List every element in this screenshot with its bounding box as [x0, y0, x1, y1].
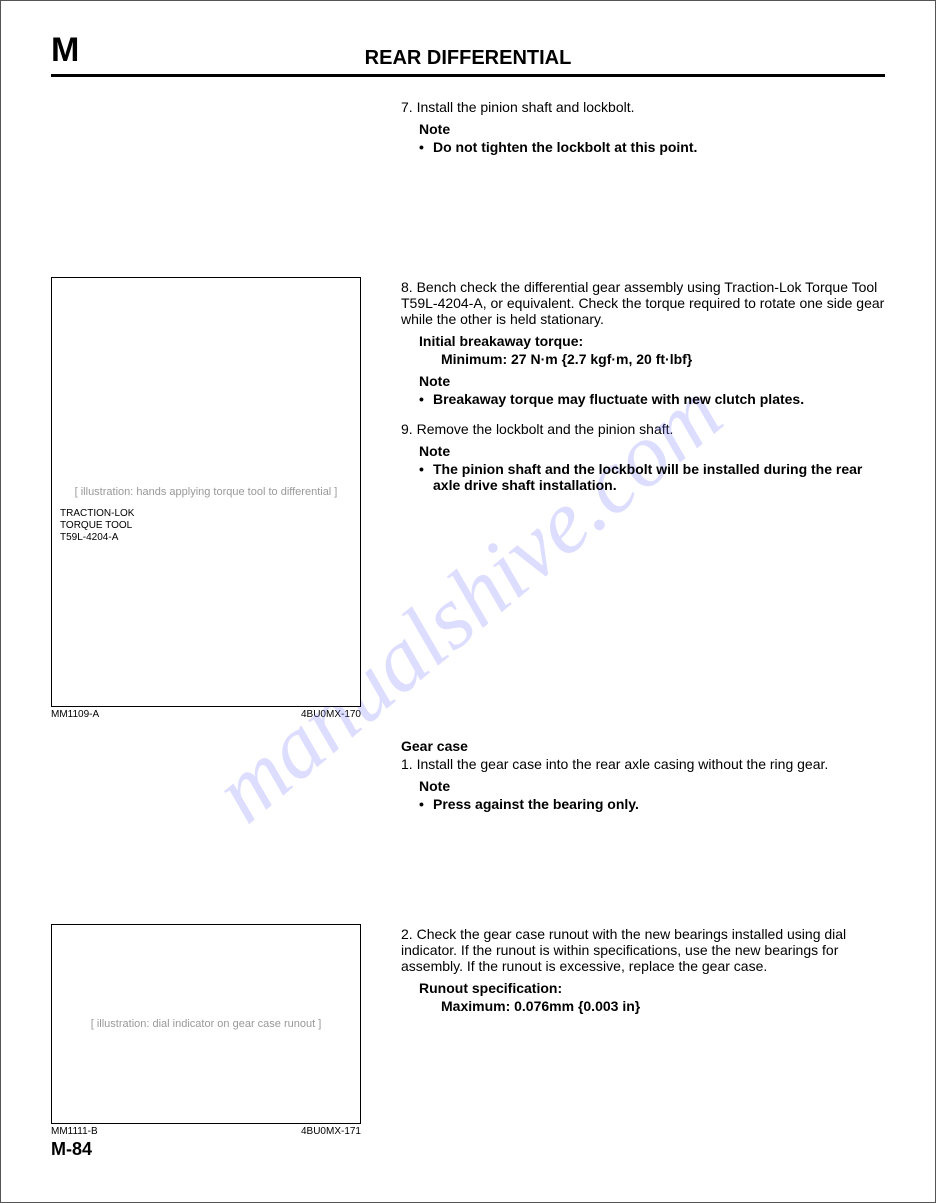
gearcase-step-1-num: 1. — [401, 756, 413, 772]
step-9-text: Remove the lockbolt and the pinion shaft… — [417, 421, 674, 437]
runout-spec-val: Maximum: 0.076mm {0.003 in} — [441, 998, 885, 1014]
step-8-text: Bench check the differential gear assemb… — [401, 279, 884, 327]
page-number: M-84 — [51, 1139, 381, 1160]
fig1-placeholder: [ illustration: hands applying torque to… — [75, 486, 338, 498]
step-7-note-head: Note — [419, 121, 885, 137]
runout-spec-head: Runout specification: — [419, 980, 885, 996]
step-7-num: 7. — [401, 99, 413, 115]
gearcase-step-1-text: Install the gear case into the rear axle… — [417, 756, 829, 772]
step-7: 7. Install the pinion shaft and lockbolt… — [401, 99, 885, 115]
fig1-caption: MM1109-A 4BU0MX-170 — [51, 709, 361, 720]
fig1-tool-label: TRACTION-LOK TORQUE TOOL T59L-4204-A — [60, 508, 150, 544]
step-8-spec-head: Initial breakaway torque: — [419, 333, 885, 349]
fig1-row: TRACTION-LOK TORQUE TOOL T59L-4204-A [ i… — [51, 277, 885, 720]
gearcase-step-1: 1. Install the gear case into the rear a… — [401, 756, 885, 772]
step-9-num: 9. — [401, 421, 413, 437]
gearcase-step-2: 2. Check the gear case runout with the n… — [401, 926, 885, 974]
step-9: 9. Remove the lockbolt and the pinion sh… — [401, 421, 885, 437]
step-8: 8. Bench check the differential gear ass… — [401, 279, 885, 327]
step-8-num: 8. — [401, 279, 413, 295]
fig1-caption-left: MM1109-A — [51, 709, 99, 720]
gearcase-note-head: Note — [419, 778, 885, 794]
fig1-caption-right: 4BU0MX-170 — [301, 709, 361, 720]
step-9-note-head: Note — [419, 443, 885, 459]
gearcase-row: Gear case 1. Install the gear case into … — [51, 730, 885, 814]
section-letter: M — [51, 31, 111, 70]
page-title: REAR DIFFERENTIAL — [111, 47, 885, 70]
gearcase-step-2-num: 2. — [401, 926, 413, 942]
step-9-note-bullet: The pinion shaft and the lockbolt will b… — [419, 461, 885, 493]
fig2-caption-left: MM1111-B — [51, 1126, 98, 1137]
step-7-text: Install the pinion shaft and lockbolt. — [417, 99, 635, 115]
page-header: M REAR DIFFERENTIAL — [51, 31, 885, 77]
fig2-placeholder: [ illustration: dial indicator on gear c… — [91, 1018, 322, 1030]
figure-1: TRACTION-LOK TORQUE TOOL T59L-4204-A [ i… — [51, 277, 361, 707]
figure-2: [ illustration: dial indicator on gear c… — [51, 924, 361, 1124]
content: 7. Install the pinion shaft and lockbolt… — [51, 97, 885, 1160]
step-8-note-head: Note — [419, 373, 885, 389]
step-8-spec-val: Minimum: 27 N·m {2.7 kgf·m, 20 ft·lbf} — [441, 351, 885, 367]
gearcase-step-2-text: Check the gear case runout with the new … — [401, 926, 846, 974]
step-8-note-bullet: Breakaway torque may fluctuate with new … — [419, 391, 885, 407]
fig2-row: [ illustration: dial indicator on gear c… — [51, 924, 885, 1160]
step-7-row: 7. Install the pinion shaft and lockbolt… — [51, 97, 885, 157]
fig2-caption-right: 4BU0MX-171 — [301, 1126, 361, 1137]
step-7-note-bullet: Do not tighten the lockbolt at this poin… — [419, 139, 885, 155]
fig2-caption: MM1111-B 4BU0MX-171 — [51, 1126, 361, 1137]
page: manualshive.com M REAR DIFFERENTIAL 7. I… — [0, 0, 936, 1203]
gearcase-heading: Gear case — [401, 738, 885, 754]
gearcase-note-bullet: Press against the bearing only. — [419, 796, 885, 812]
